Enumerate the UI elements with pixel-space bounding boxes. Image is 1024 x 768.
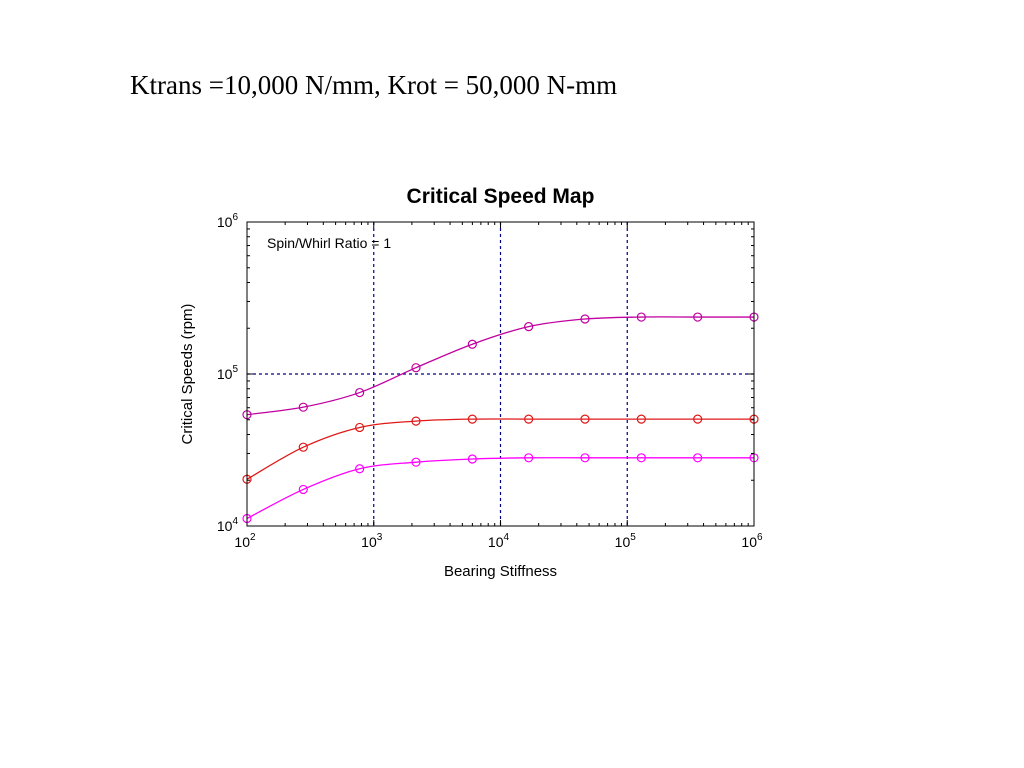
- series-1-marker: [524, 322, 534, 332]
- series-1-marker: [580, 314, 590, 324]
- x-tick-label: 106: [741, 532, 763, 550]
- y-tick-label: 105: [217, 364, 239, 382]
- x-tick-label: 104: [488, 532, 510, 550]
- series-2-marker: [636, 414, 646, 424]
- series-3-marker: [411, 457, 421, 467]
- series-3-marker: [298, 484, 308, 495]
- y-tick-label: 106: [217, 212, 239, 230]
- grid-lines: [247, 222, 754, 526]
- y-tick-label: 104: [217, 516, 239, 534]
- series-2-marker: [411, 416, 421, 426]
- x-axis-label: Bearing Stiffness: [444, 563, 557, 580]
- series-2-marker: [524, 414, 534, 424]
- series-1-marker: [355, 387, 365, 398]
- series-2-marker: [693, 414, 703, 424]
- series-2-marker: [467, 414, 477, 424]
- series-3-marker: [467, 454, 477, 464]
- x-tick-label: 103: [361, 532, 383, 550]
- series-1-marker: [298, 402, 308, 412]
- x-tick-label: 102: [234, 532, 256, 550]
- series-2-marker: [298, 442, 308, 452]
- series-3-marker: [355, 464, 365, 474]
- slide-heading: Ktrans =10,000 N/mm, Krot = 50,000 N-mm: [130, 70, 618, 100]
- series-2-marker: [580, 414, 590, 424]
- series-1-marker: [411, 363, 421, 373]
- series-1-marker: [467, 339, 477, 349]
- series-1-marker: [693, 312, 703, 322]
- series-1-line: [246, 316, 754, 416]
- series-2-marker: [355, 422, 365, 433]
- y-axis-label: Critical Speeds (rpm): [179, 304, 196, 445]
- series-3-marker: [524, 453, 534, 463]
- tick-layer: 102 103 104 105 106 104 105 106: [217, 212, 763, 550]
- series-2-line: [246, 418, 754, 480]
- chart-title: Critical Speed Map: [407, 185, 595, 208]
- x-tick-label: 105: [615, 532, 637, 550]
- spin-whirl-annotation: Spin/Whirl Ratio = 1: [267, 235, 391, 251]
- series-1-marker: [636, 312, 646, 322]
- series-layer: [242, 312, 759, 524]
- series-3-line: [246, 457, 754, 520]
- series-3-marker: [636, 453, 646, 463]
- series-3-marker: [580, 453, 590, 463]
- series-3-marker: [693, 453, 703, 463]
